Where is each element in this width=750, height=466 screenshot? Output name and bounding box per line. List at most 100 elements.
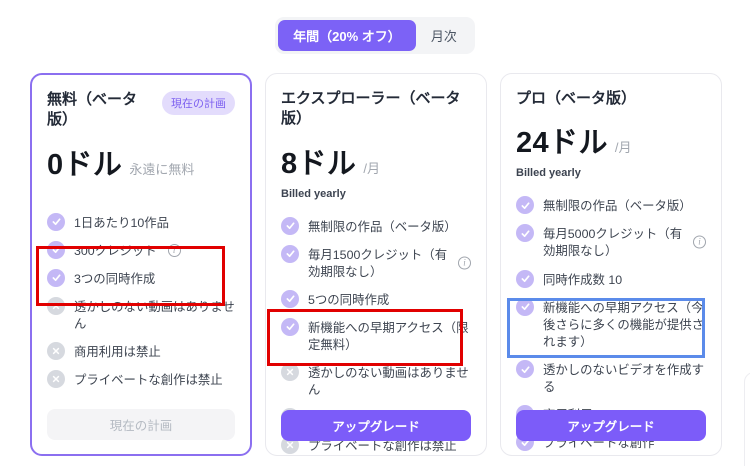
feature-row: 新機能への早期アクセス（今後さらに多くの機能が提供されます） [516, 297, 706, 351]
billing-toggle: 年間（20% オフ） 月次 [275, 17, 475, 54]
billing-annual-button[interactable]: 年間（20% オフ） [278, 20, 416, 51]
check-icon-circle [516, 224, 534, 243]
billing-monthly-button[interactable]: 月次 [416, 20, 472, 51]
check-icon [520, 275, 530, 283]
plan-price: 0ドル [47, 148, 123, 181]
plan-price-suffix: /月 [363, 160, 380, 176]
feature-text: 透かしのないビデオを作成する [543, 363, 705, 395]
feature-list: 1日あたり10作品 300クレジット i 3つの同時作成 [47, 212, 235, 390]
current-plan-badge: 現在の計画 [162, 91, 235, 115]
feature-text: 透かしのない動画はありません [74, 299, 235, 331]
check-icon [285, 295, 295, 303]
billing-note: Billed yearly [516, 167, 581, 180]
feature-text: 3つの同時作成 [74, 271, 156, 286]
feature-row: 透かしのないビデオを作成する [516, 360, 706, 396]
check-icon-circle [516, 269, 534, 288]
feature-text: 新機能への早期アクセス（限定無料） [308, 320, 469, 353]
plan-card-header: プロ（ベータ版） [516, 89, 706, 109]
check-icon-circle [516, 360, 534, 379]
check-icon [285, 323, 295, 331]
check-icon [520, 303, 530, 311]
feature-row: 1日あたり10作品 [47, 212, 235, 232]
check-icon-circle [516, 297, 534, 316]
check-icon [51, 246, 61, 254]
feature-text: 無制限の作品（ベータ版） [543, 199, 692, 214]
check-icon-circle [47, 268, 65, 287]
feature-text: プライベートな創作は禁止 [308, 439, 457, 454]
plan-price-suffix: /月 [614, 140, 632, 156]
check-icon-circle [47, 240, 65, 259]
cross-icon [52, 375, 60, 383]
feature-row: 5つの同時作成 [281, 289, 471, 309]
feature-row: 3つの同時作成 [47, 268, 235, 288]
cross-icon-circle [47, 370, 65, 389]
plan-card-header: 無料（ベータ版） 現在の計画 [47, 90, 235, 131]
check-icon-circle [281, 289, 299, 308]
check-icon [520, 230, 530, 237]
check-icon-circle [47, 212, 65, 231]
plan-price-suffix: 永遠に無料 [129, 161, 195, 177]
check-icon [51, 274, 61, 282]
feature-row: 毎月5000クレジット（有効期限なし） i [516, 224, 706, 260]
check-icon-circle [281, 317, 299, 336]
cross-icon-circle [47, 342, 65, 361]
plan-price-row: 0ドル 永遠に無料 [47, 141, 235, 183]
feature-row: 無制限の作品（ベータ版） [516, 196, 706, 215]
feature-row: 商用利用は禁止 [47, 342, 235, 361]
cross-icon [52, 302, 60, 309]
plan-cards: 無料（ベータ版） 現在の計画 0ドル 永遠に無料 1日あたり10作品 [0, 73, 750, 456]
billing-toggle-wrap: 年間（20% オフ） 月次 [0, 0, 750, 54]
plan-price-row: 8ドル /月 [281, 140, 471, 182]
feature-text: 1日あたり10作品 [74, 215, 170, 230]
check-icon [285, 222, 295, 230]
feature-text: 商用利用は禁止 [74, 345, 161, 360]
cross-icon-circle [281, 363, 299, 382]
plan-action-button[interactable]: 現在の計画 [47, 409, 235, 440]
check-icon-circle [516, 196, 534, 215]
info-icon[interactable]: i [693, 235, 706, 249]
feature-text: 5つの同時作成 [308, 292, 390, 307]
feature-text: 毎月1500クレジット（有効期限なし） [308, 247, 448, 279]
partial-card-edge [744, 372, 750, 466]
plan-card: エクスプローラー（ベータ版） 8ドル /月 Billed yearly 無制限の… [265, 73, 487, 456]
check-icon [285, 250, 295, 258]
plan-price: 8ドル [281, 147, 357, 180]
feature-row: 透かしのない動画はありません [47, 296, 235, 333]
feature-row: 300クレジット i [47, 240, 235, 260]
feature-text: 無制限の作品（ベータ版） [308, 219, 457, 234]
feature-text: プライベートな創作は禁止 [74, 373, 223, 388]
feature-text: 300クレジット [74, 243, 157, 258]
plan-action-button[interactable]: アップグレード [516, 410, 706, 441]
plan-card: 無料（ベータ版） 現在の計画 0ドル 永遠に無料 1日あたり10作品 [30, 73, 252, 456]
info-icon[interactable]: i [167, 243, 181, 257]
info-icon[interactable]: i [458, 256, 471, 270]
feature-text: 新機能への早期アクセス（今後さらに多くの機能が提供されます） [543, 300, 705, 349]
plan-title: 無料（ベータ版） [47, 91, 138, 129]
check-icon-circle [281, 244, 299, 263]
check-icon [520, 439, 530, 446]
plan-title: エクスプローラー（ベータ版） [281, 90, 461, 128]
cross-icon [286, 442, 294, 449]
check-icon [51, 218, 61, 226]
cross-icon [286, 368, 294, 376]
billing-note: Billed yearly [281, 187, 346, 200]
feature-row: プライベートな創作は禁止 [47, 370, 235, 389]
plan-price-row: 24ドル /月 [516, 119, 706, 161]
feature-list: 無制限の作品（ベータ版） 毎月5000クレジット（有効期限なし） i 同時作成数… [516, 196, 706, 452]
feature-text: 透かしのない動画はありません [308, 366, 469, 398]
check-icon [520, 365, 530, 373]
plan-price: 24ドル [516, 127, 608, 160]
feature-row: 無制限の作品（ベータ版） [281, 216, 471, 236]
plan-card-header: エクスプローラー（ベータ版） [281, 89, 471, 130]
feature-list: 無制限の作品（ベータ版） 毎月1500クレジット（有効期限なし） i 5つの同時… [281, 216, 471, 456]
cross-icon [52, 347, 60, 355]
feature-text: 同時作成数 10 [543, 272, 623, 287]
feature-row: 毎月1500クレジット（有効期限なし） i [281, 244, 471, 281]
feature-text: 毎月5000クレジット（有効期限なし） [543, 227, 683, 259]
plan-action-button[interactable]: アップグレード [281, 410, 471, 441]
cross-icon-circle [47, 296, 65, 315]
plan-title: プロ（ベータ版） [516, 90, 637, 107]
check-icon [520, 202, 530, 209]
feature-row: 透かしのない動画はありません [281, 363, 471, 399]
